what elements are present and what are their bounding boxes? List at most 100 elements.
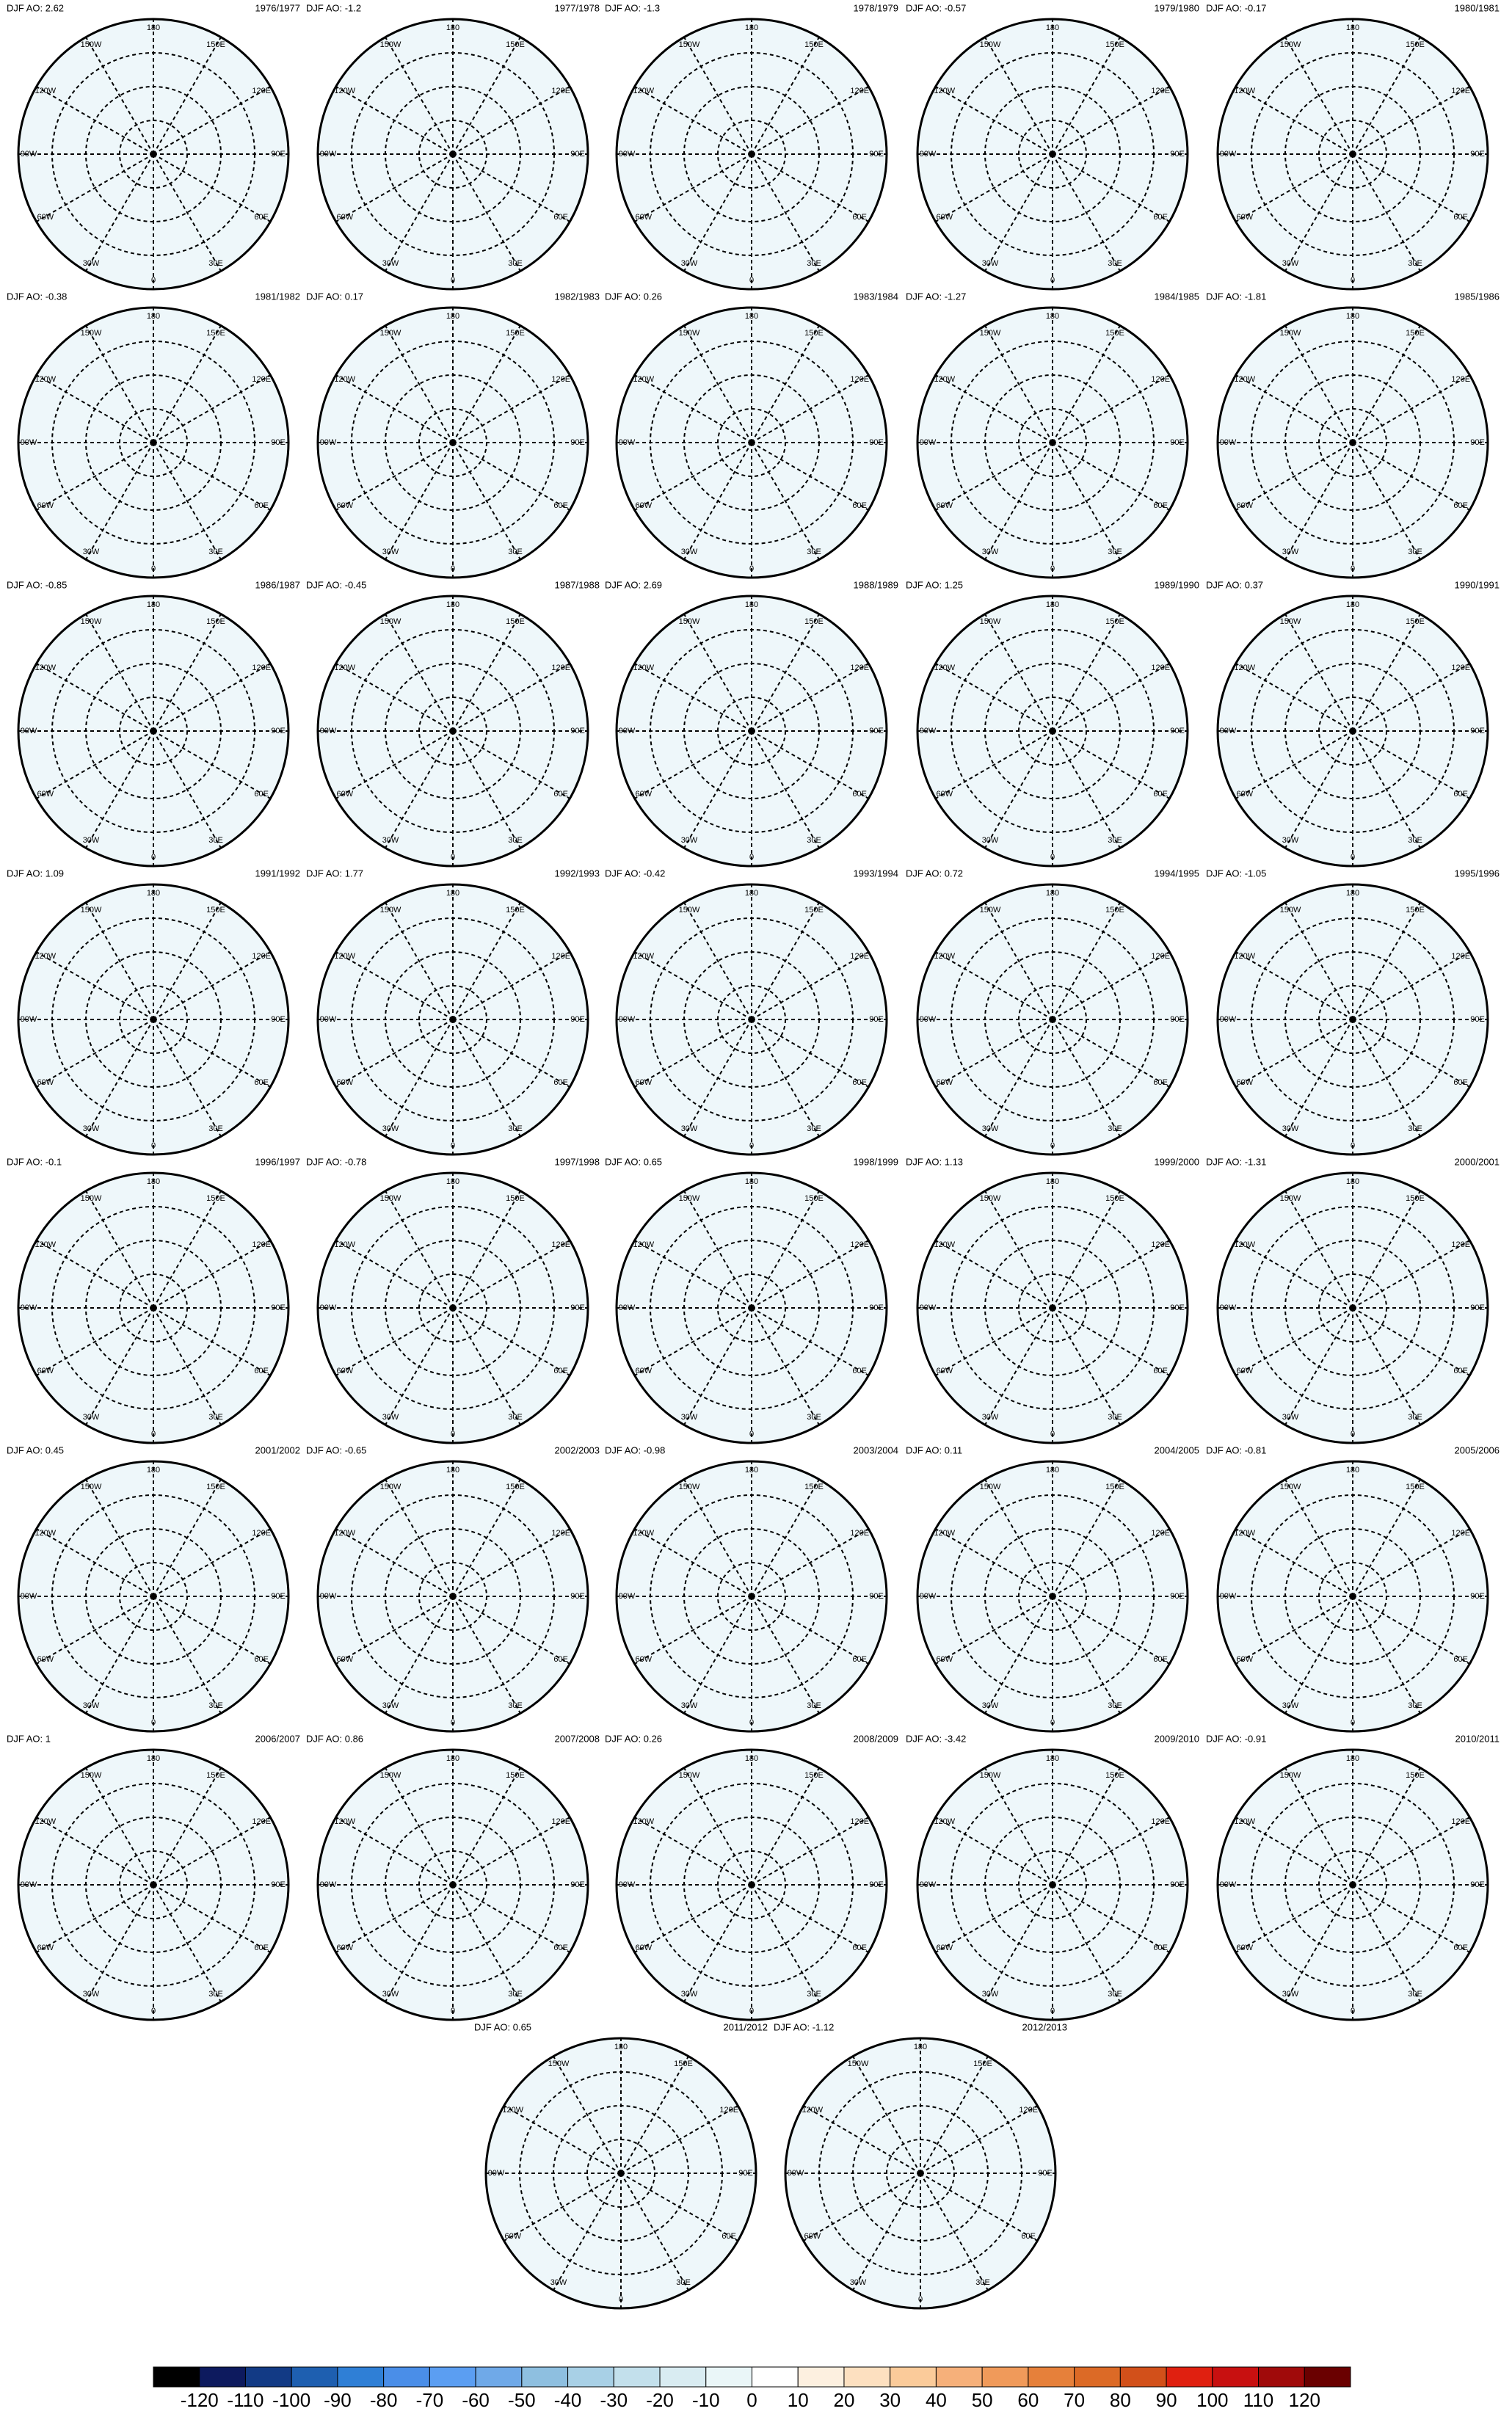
panel-title: DJF AO: 2.69 [605, 579, 662, 590]
longitude-label: 0 [1050, 853, 1055, 862]
meridian [36, 1817, 154, 1886]
longitude-label: 90W [320, 1015, 337, 1024]
meridian [984, 730, 1053, 848]
panel-title: DJF AO: 2.62 [7, 2, 64, 13]
longitude-label: 90E [869, 727, 884, 735]
meridian [1235, 1596, 1353, 1665]
meridian [1352, 1307, 1470, 1376]
longitude-label: 180 [1346, 889, 1359, 898]
longitude-label: 0 [451, 564, 455, 573]
longitude-label: 30E [1408, 1413, 1422, 1422]
meridian [385, 325, 454, 443]
meridian [1352, 37, 1421, 155]
meridian [36, 153, 154, 222]
meridian [335, 374, 454, 443]
longitude-label: 150W [679, 329, 700, 338]
longitude-label: 90E [1470, 1015, 1485, 1024]
meridian [803, 2173, 921, 2242]
colorbar-box [705, 2366, 752, 2388]
longitude-label: 0 [451, 1430, 455, 1439]
meridian [1052, 1307, 1121, 1425]
meridian [935, 153, 1053, 222]
map-border [784, 2037, 1057, 2310]
map-border [316, 595, 589, 868]
longitude-label: 150E [206, 906, 225, 915]
longitude-label: 180 [147, 1466, 160, 1475]
meridian [452, 1767, 521, 1886]
colorbar-label: 0 [746, 2389, 757, 2411]
longitude-label: 180 [745, 23, 758, 32]
longitude-label: 30E [1408, 1124, 1422, 1133]
meridian [1352, 951, 1470, 1020]
longitude-label: 60W [1236, 790, 1253, 799]
longitude-label: 90W [619, 1592, 636, 1601]
longitude-label: 60W [635, 1944, 652, 1952]
colorbar-box [153, 2366, 200, 2388]
meridian [85, 1479, 154, 1597]
meridian [385, 1019, 454, 1137]
meridian [751, 37, 820, 155]
longitude-label: 150W [1280, 1771, 1301, 1780]
meridian [751, 730, 820, 848]
longitude-label: 60E [553, 790, 568, 799]
panel-season: 1985/1986 [1455, 291, 1500, 302]
panel-season: 2007/2008 [555, 1733, 600, 1744]
longitude-label: 120E [1451, 1240, 1470, 1249]
longitude-label: 150E [506, 617, 525, 626]
meridian [1235, 1817, 1353, 1886]
colorbar-box [1074, 2366, 1121, 2388]
longitude-label: 90E [738, 2169, 753, 2178]
meridian [452, 730, 521, 848]
longitude-label: 30E [208, 1990, 223, 1999]
longitude-label: 60E [553, 213, 568, 222]
longitude-label: 120E [1151, 952, 1170, 961]
longitude-label: 180 [446, 1177, 459, 1186]
longitude-label: 150E [973, 2059, 992, 2068]
longitude-label: 90W [920, 1304, 937, 1312]
panel-season: 1995/1996 [1455, 868, 1500, 879]
longitude-label: 60E [553, 1078, 568, 1087]
longitude-label: 180 [745, 889, 758, 898]
meridian [452, 1596, 521, 1714]
longitude-label: 150W [1280, 1194, 1301, 1203]
longitude-label: 90W [920, 1015, 937, 1024]
longitude-label: 30W [850, 2278, 867, 2287]
panel-title: DJF AO: 1.09 [7, 868, 64, 879]
longitude-label: 150E [506, 40, 525, 49]
longitude-label: 180 [1346, 1466, 1359, 1475]
meridian [452, 1884, 570, 1953]
panel-title: DJF AO: -1.3 [605, 2, 660, 13]
longitude-label: 30W [1282, 1413, 1299, 1422]
meridian [1052, 663, 1170, 732]
longitude-label: 30E [208, 1701, 223, 1710]
longitude-label: 120E [551, 1817, 570, 1826]
meridian [935, 1884, 1053, 1953]
meridian [1352, 730, 1470, 799]
meridian [153, 1596, 271, 1665]
longitude-label: 30E [807, 1701, 821, 1710]
meridian [385, 1479, 454, 1597]
longitude-label: 30E [508, 548, 523, 556]
longitude-label: 90W [488, 2169, 505, 2178]
longitude-label: 180 [147, 1754, 160, 1763]
longitude-label: 60W [336, 1944, 353, 1952]
longitude-label: 60W [635, 213, 652, 222]
longitude-label: 90E [570, 1304, 585, 1312]
meridian [1052, 1767, 1121, 1886]
longitude-label: 60E [1453, 1944, 1468, 1952]
longitude-label: 30E [1108, 1990, 1122, 1999]
meridian [85, 1190, 154, 1309]
meridian [452, 1190, 521, 1309]
meridian [1235, 730, 1353, 799]
panel-season: 2012/2013 [1022, 2021, 1067, 2032]
longitude-label: 60W [37, 1655, 54, 1664]
longitude-label: 90W [920, 1592, 937, 1601]
meridian [153, 1817, 271, 1886]
meridian [452, 1479, 521, 1597]
panel-title: DJF AO: -0.91 [1206, 1733, 1266, 1744]
longitude-label: 60E [1453, 1367, 1468, 1375]
longitude-label: 120E [1451, 1529, 1470, 1538]
meridian [153, 614, 222, 732]
meridian [85, 325, 154, 443]
meridian [385, 1767, 454, 1886]
